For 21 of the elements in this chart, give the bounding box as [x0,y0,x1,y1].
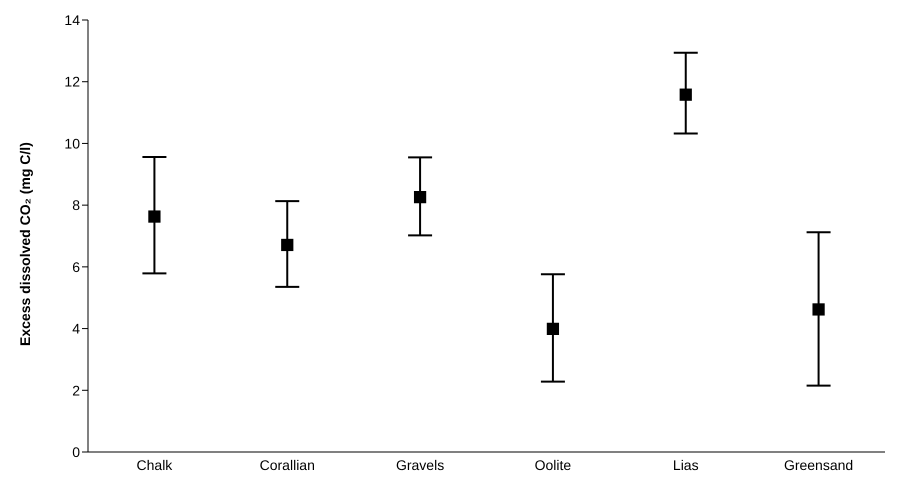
x-tick-label: Chalk [136,456,174,473]
y-tick-label: 8 [72,197,80,214]
x-tick-label: Oolite [534,456,572,473]
x-tick-label: Corallian [260,456,315,473]
point [546,322,560,336]
y-tick-label: 2 [72,382,80,398]
point [148,210,161,223]
point [812,303,825,316]
y-tick-label: 12 [64,74,80,90]
x-tick-label: Greensand [784,456,854,473]
point [680,88,692,101]
x-tick-label: Gravels [396,456,444,473]
point [414,190,426,204]
y-axis-title: Excess dissolved CO₂ (mg C/l) [16,142,33,346]
y-tick-label: 6 [72,258,80,275]
point [281,238,294,252]
x-tick-label: Lias [672,456,699,473]
y-tick-label: 14 [64,12,80,28]
y-tick-label: 0 [72,444,80,460]
y-tick-label: 4 [72,320,80,337]
y-tick-label: 10 [64,135,80,152]
